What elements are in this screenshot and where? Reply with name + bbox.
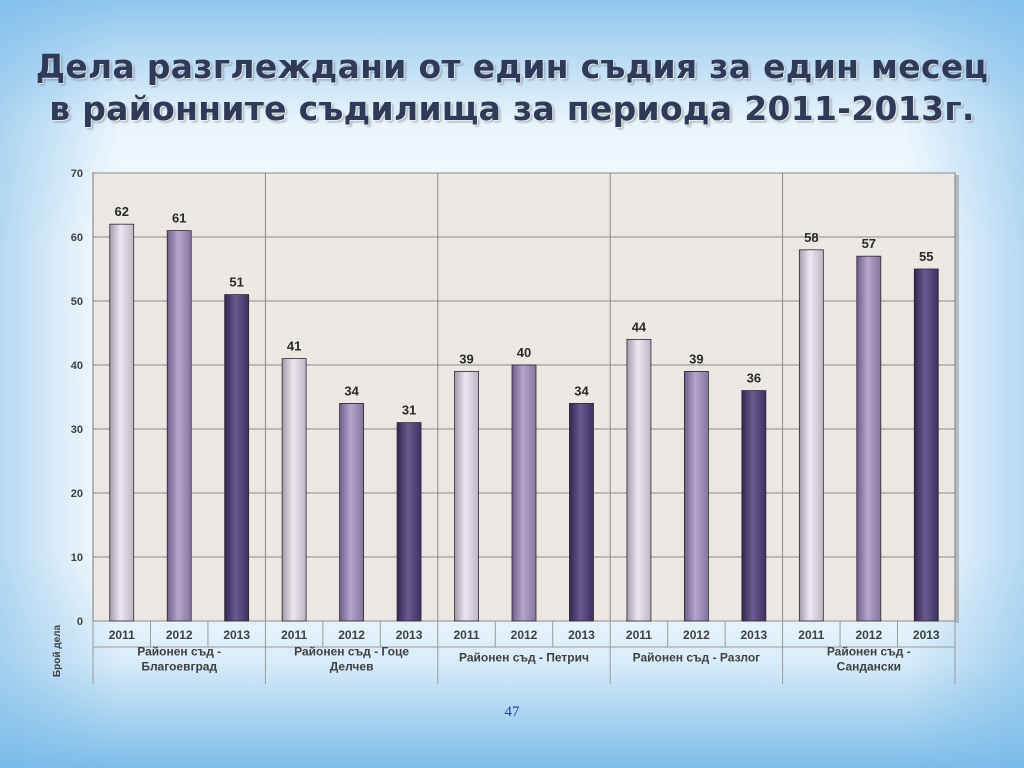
slide-title: Дела разглеждани от един съдия за един м… xyxy=(0,46,1024,130)
y-axis-title: Брой дела xyxy=(52,624,63,677)
page-number: 47 xyxy=(504,704,520,720)
bar-2011 xyxy=(281,358,307,622)
bar-2013 xyxy=(569,402,594,622)
bar-2013 xyxy=(913,268,939,622)
bar-2013 xyxy=(224,294,250,622)
bar-value-label: 58 xyxy=(804,230,818,245)
x-group-label: Районен съд - Разлог xyxy=(633,651,761,665)
bar-value-label: 41 xyxy=(287,339,301,354)
x-tick-label-year: 2011 xyxy=(626,628,652,642)
x-tick-label-year: 2012 xyxy=(511,628,538,642)
x-tick-label-year: 2013 xyxy=(396,628,423,642)
bar-value-label: 31 xyxy=(402,403,416,418)
x-group-label: Сандански xyxy=(837,660,901,674)
slide-title-line-2: в районните съдилища за периода 2011-201… xyxy=(49,89,975,128)
slide-title-line-1: Дела разглеждани от един съдия за един м… xyxy=(35,47,989,86)
bar-value-label: 57 xyxy=(862,236,876,251)
x-tick-label-year: 2011 xyxy=(454,628,480,642)
bar-value-label: 39 xyxy=(689,351,703,366)
bar-value-label: 40 xyxy=(517,345,531,360)
y-tick-label: 20 xyxy=(71,488,83,500)
bar-2012 xyxy=(339,402,365,622)
y-tick-label: 10 xyxy=(71,552,83,564)
y-tick-label: 60 xyxy=(71,232,83,244)
x-tick-label-year: 2011 xyxy=(109,628,135,642)
bar-2011 xyxy=(109,223,135,622)
bar-2011 xyxy=(626,338,652,622)
x-tick-label-year: 2013 xyxy=(223,628,250,642)
bar-value-label: 62 xyxy=(114,204,128,219)
x-group-label: Благоевград xyxy=(141,660,217,674)
x-group-label: Районен съд - Петрич xyxy=(459,651,589,665)
y-tick-label: 70 xyxy=(71,168,83,180)
bar-2012 xyxy=(511,364,537,622)
x-tick-label-year: 2012 xyxy=(855,628,882,642)
bar-2013 xyxy=(741,390,767,622)
bar-value-label: 55 xyxy=(919,249,933,264)
x-group-label: Районен съд - Гоце xyxy=(294,645,409,659)
bar-value-label: 39 xyxy=(459,351,473,366)
bar-value-label: 34 xyxy=(344,383,359,398)
y-tick-label: 0 xyxy=(77,616,83,628)
y-tick-label: 30 xyxy=(71,424,83,436)
bar-value-label: 51 xyxy=(229,275,243,290)
y-tick-label: 40 xyxy=(71,360,83,372)
x-tick-label-year: 2011 xyxy=(281,628,307,642)
x-tick-label-year: 2012 xyxy=(338,628,365,642)
bar-2011 xyxy=(454,370,479,622)
x-group-label: Делчев xyxy=(330,660,374,674)
bar-value-label: 61 xyxy=(172,211,186,226)
bar-2012 xyxy=(856,255,882,622)
bar-2012 xyxy=(684,370,709,622)
x-tick-label-year: 2013 xyxy=(741,628,768,642)
x-tick-label-year: 2012 xyxy=(683,628,710,642)
bar-2013 xyxy=(396,422,422,622)
x-group-label: Районен съд - xyxy=(137,645,221,659)
bar-2011 xyxy=(798,249,824,622)
bar-2012 xyxy=(166,230,192,622)
bar-value-label: 36 xyxy=(747,371,761,386)
plot-shadow-right xyxy=(955,175,959,623)
x-tick-label-year: 2013 xyxy=(568,628,595,642)
bar-value-label: 34 xyxy=(574,383,589,398)
x-tick-label-year: 2013 xyxy=(913,628,940,642)
x-tick-label-year: 2011 xyxy=(798,628,824,642)
bar-value-label: 44 xyxy=(632,319,647,334)
y-tick-label: 50 xyxy=(71,296,83,308)
x-tick-label-year: 2012 xyxy=(166,628,193,642)
x-group-label: Районен съд - xyxy=(827,645,911,659)
